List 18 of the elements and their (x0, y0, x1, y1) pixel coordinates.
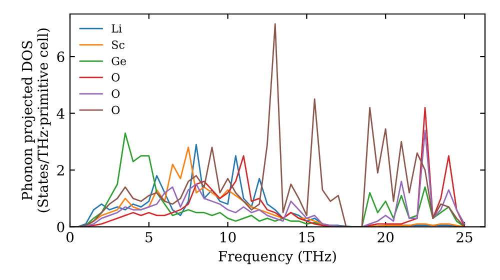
y-tick-label: 6 (57, 52, 64, 62)
x-tick-label: 20 (378, 232, 394, 242)
x-tick-label: 25 (456, 232, 472, 242)
legend-label: Ge (112, 56, 126, 66)
y-tick-label: 0 (57, 222, 64, 232)
x-tick-label: 10 (220, 232, 236, 242)
legend-label: Li (112, 24, 122, 32)
legend-label: Sc (112, 40, 124, 49)
x-tick-label: 15 (300, 232, 314, 242)
x-tick-label: 5 (146, 232, 152, 242)
y-axis-title: Phonon projected DOS (States/THz·primitive cell) (22, 28, 51, 212)
legend-label: O (112, 106, 120, 114)
legend-label: O (112, 73, 120, 82)
legend-label: O (112, 89, 120, 98)
y-tick-label: 4 (56, 108, 64, 119)
x-axis-title: Frequency (THz) (218, 250, 336, 264)
y-tick-label: 2 (57, 165, 64, 176)
x-tick-label: 0 (66, 232, 74, 242)
